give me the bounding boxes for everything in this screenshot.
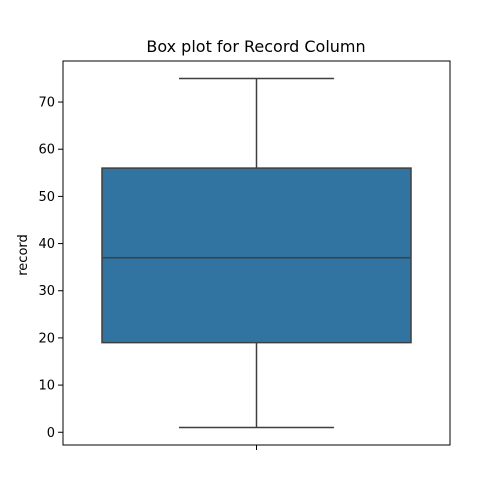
y-tick-label: 20 <box>38 331 55 346</box>
iqr-box <box>101 167 412 344</box>
y-tick-label: 60 <box>38 143 55 158</box>
y-tick-label: 10 <box>38 379 55 394</box>
chart-title: Box plot for Record Column <box>146 37 365 56</box>
y-tick-label: 0 <box>47 426 55 441</box>
y-axis-label: record <box>16 234 31 276</box>
y-tick-label: 30 <box>38 284 55 299</box>
plot-area: 0 10 20 30 40 50 60 70 <box>38 60 451 450</box>
y-tick-label: 50 <box>38 190 55 205</box>
y-tick-label: 40 <box>38 237 55 252</box>
y-tick-label: 70 <box>38 96 55 111</box>
